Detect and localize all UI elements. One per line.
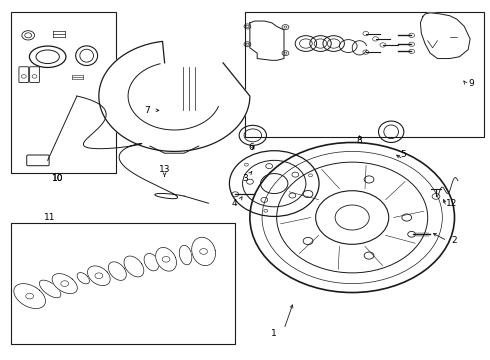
FancyBboxPatch shape	[30, 67, 39, 82]
Text: 13: 13	[159, 165, 171, 174]
Polygon shape	[99, 41, 250, 152]
Text: 9: 9	[468, 79, 474, 88]
Bar	[11, 223, 235, 344]
Text: 3: 3	[242, 174, 248, 183]
Polygon shape	[192, 237, 216, 266]
Polygon shape	[52, 274, 77, 294]
Polygon shape	[124, 256, 144, 277]
Polygon shape	[144, 253, 159, 271]
Polygon shape	[14, 284, 46, 309]
Polygon shape	[179, 245, 192, 265]
Text: 12: 12	[446, 199, 458, 208]
Text: 8: 8	[357, 136, 363, 145]
Text: 10: 10	[51, 174, 63, 183]
Polygon shape	[77, 273, 89, 284]
Polygon shape	[250, 21, 284, 60]
Text: 2: 2	[452, 236, 457, 245]
Text: 4: 4	[231, 199, 237, 208]
Polygon shape	[156, 247, 176, 271]
Text: 1: 1	[271, 329, 277, 338]
Bar	[245, 12, 484, 137]
Polygon shape	[108, 262, 126, 280]
Text: 6: 6	[248, 143, 254, 152]
FancyBboxPatch shape	[19, 67, 29, 82]
Polygon shape	[420, 13, 470, 59]
Text: 5: 5	[400, 150, 406, 159]
Text: 7: 7	[145, 106, 150, 115]
Polygon shape	[39, 280, 61, 298]
Bar	[11, 12, 116, 173]
Text: 11: 11	[45, 213, 56, 222]
FancyBboxPatch shape	[27, 155, 49, 166]
Text: 10: 10	[51, 174, 63, 183]
Polygon shape	[88, 266, 110, 285]
